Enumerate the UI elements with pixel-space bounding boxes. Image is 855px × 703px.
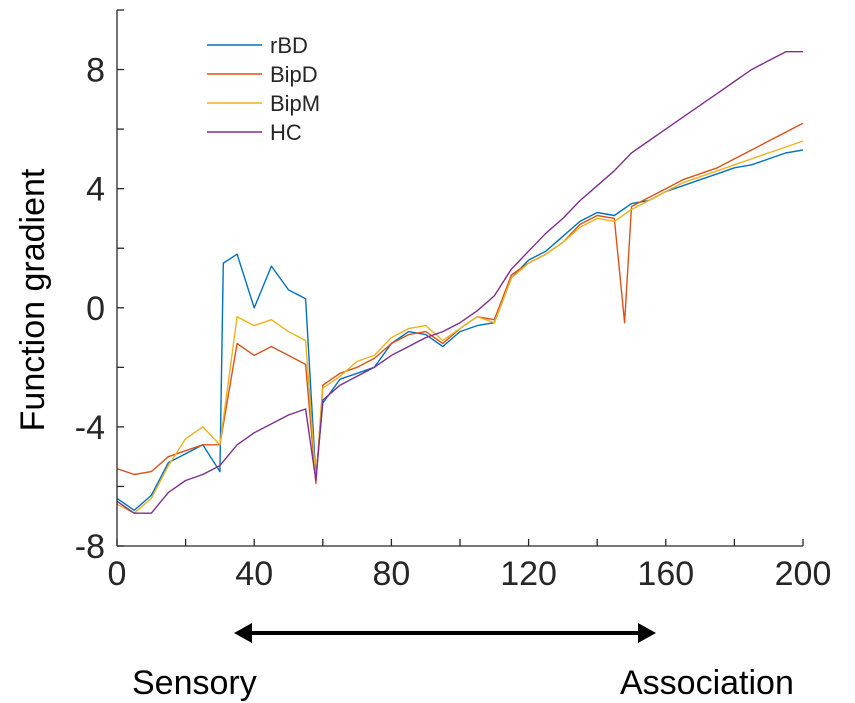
x-tick-label: 80 xyxy=(372,555,410,593)
sensory-label: Sensory xyxy=(132,664,257,702)
y-tick-label: 4 xyxy=(86,171,105,209)
legend-label: BipD xyxy=(270,62,318,87)
x-tick-label: 40 xyxy=(235,555,273,593)
x-tick-label: 200 xyxy=(775,555,832,593)
legend-label: rBD xyxy=(270,33,308,58)
x-tick-label: 0 xyxy=(108,555,127,593)
y-tick-label: 8 xyxy=(86,52,105,90)
series-layer xyxy=(116,51,804,514)
tick-layer: 0 40 80 120 160 200 -8 -4 0 4 8 xyxy=(75,9,832,593)
y-tick-label: 0 xyxy=(86,290,105,328)
association-label: Association xyxy=(620,664,794,702)
series-line-rbd xyxy=(116,149,804,511)
legend: rBD BipD BipM HC xyxy=(207,33,320,145)
series-line-hc xyxy=(116,51,803,514)
x-tick-label: 160 xyxy=(637,555,694,593)
right-arrow-head xyxy=(638,623,656,643)
series-line-bipm xyxy=(116,140,804,514)
direction-annotation: Sensory Association xyxy=(132,623,794,702)
y-tick-label: -8 xyxy=(75,528,105,566)
y-axis-title: Function gradient xyxy=(14,168,52,431)
left-arrow-head xyxy=(234,623,252,643)
legend-label: HC xyxy=(270,120,302,145)
x-tick-label: 120 xyxy=(500,555,557,593)
legend-label: BipM xyxy=(270,91,320,116)
y-tick-label: -4 xyxy=(75,409,105,447)
